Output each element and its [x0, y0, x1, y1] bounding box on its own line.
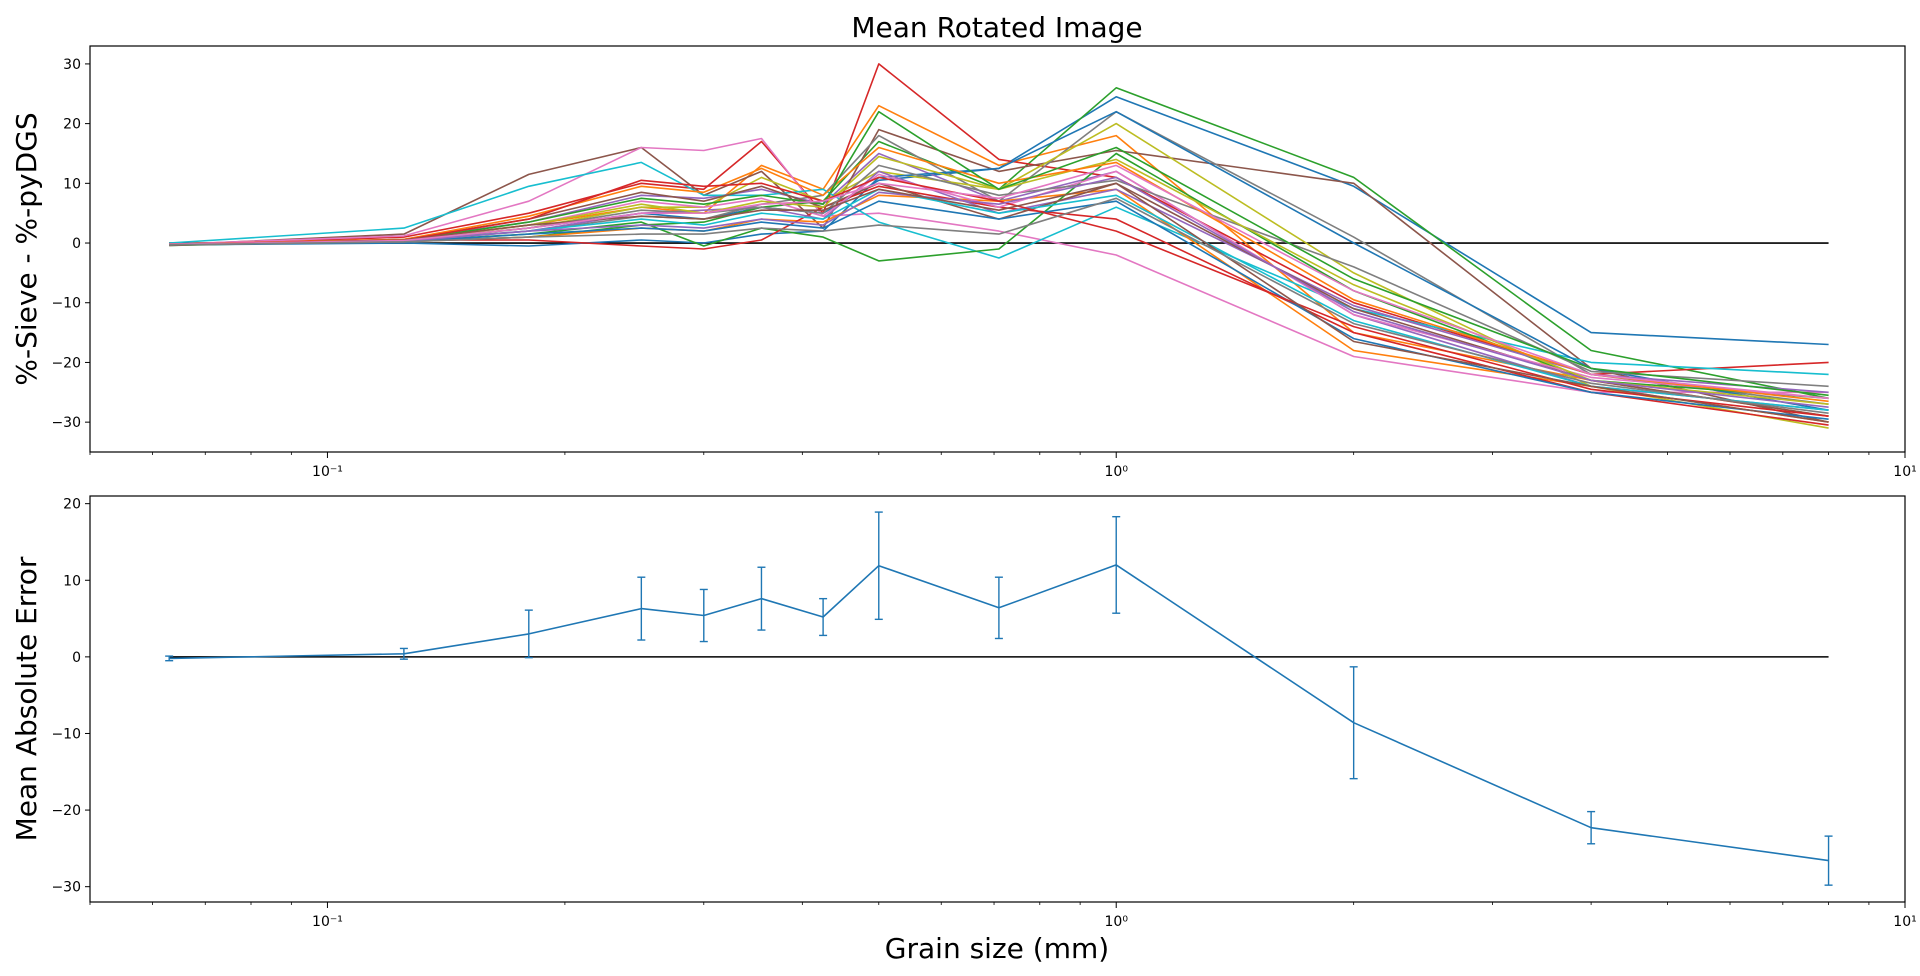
bottom-error-bar: [1349, 666, 1358, 780]
top-y-tick-label: −20: [51, 355, 81, 371]
bottom-axes-frame: [89, 495, 1906, 903]
top-series-line-27: [169, 164, 1829, 400]
top-chart-title: Mean Rotated Image: [851, 11, 1142, 44]
bottom-error-bar: [699, 588, 708, 643]
top-y-tick-label: −30: [51, 415, 81, 431]
top-y-tick-label: 0: [72, 236, 81, 252]
top-series-line-1: [169, 96, 1829, 346]
top-series-line-12: [169, 188, 1829, 423]
bottom-x-axis-label: Grain size (mm): [885, 932, 1109, 965]
bottom-y-tick-label: 20: [63, 497, 81, 513]
top-y-tick-label: 30: [63, 57, 81, 73]
bottom-error-bar: [1824, 835, 1833, 886]
bottom-error-bar: [819, 597, 828, 637]
bottom-y-tick-label: 10: [63, 573, 81, 589]
top-ticks: 30 20 10 0 −10 −20 −30 10⁻¹ 10⁰ 10¹: [51, 57, 1916, 480]
top-series-line-7: [169, 137, 1829, 394]
top-series-line-23: [169, 110, 1829, 397]
bottom-y-tick-label: 0: [72, 650, 81, 666]
top-series-line-11: [169, 110, 1829, 411]
top-series-line-26: [169, 182, 1829, 423]
top-subplot: Mean Rotated Image 30 20 10 0 −10 −20 −30 10⁻¹ 1…: [10, 11, 1917, 480]
top-plot-marks: [169, 63, 1829, 429]
bottom-error-bar: [637, 576, 646, 641]
top-series-line-28: [169, 197, 1829, 414]
bottom-y-tick-label: −30: [51, 880, 81, 896]
top-y-tick-label: −10: [51, 296, 81, 312]
top-series-line-21: [169, 200, 1829, 420]
bottom-error-bar: [994, 576, 1003, 640]
bottom-error-bar: [399, 647, 408, 660]
top-series-line-22: [169, 146, 1829, 403]
bottom-error-bar: [165, 655, 174, 662]
bottom-error-bar: [524, 609, 533, 659]
bottom-x-tick-label: 10¹: [1893, 914, 1916, 930]
top-y-axis-label: %-Sieve - %-pyDGS: [10, 112, 43, 385]
top-x-tick-label: 10¹: [1893, 464, 1916, 480]
top-x-tick-label: 10⁰: [1105, 464, 1129, 480]
bottom-subplot: 20 10 0 −10 −20 −30 10⁻¹ 10⁰ 10¹ Mean Absolute E…: [10, 495, 1917, 965]
bottom-y-tick-label: −20: [51, 803, 81, 819]
bottom-y-tick-label: −10: [51, 726, 81, 742]
top-y-tick-label: 20: [63, 117, 81, 133]
bottom-error-bar: [757, 566, 766, 631]
top-series-line-25: [169, 176, 1829, 408]
top-x-tick-label: 10⁻¹: [312, 464, 343, 480]
bottom-error-bar: [1112, 515, 1121, 614]
bottom-x-tick-label: 10⁰: [1105, 914, 1129, 930]
bottom-x-tick-label: 10⁻¹: [312, 914, 343, 930]
bottom-y-axis-label: Mean Absolute Error: [10, 556, 43, 841]
bottom-ticks: 20 10 0 −10 −20 −30 10⁻¹ 10⁰ 10¹: [51, 497, 1916, 930]
bottom-plot-marks: [165, 511, 1833, 886]
bottom-error-bar: [874, 511, 883, 621]
top-axes-frame: [89, 45, 1906, 453]
top-y-tick-label: 10: [63, 176, 81, 192]
bottom-error-bar: [1587, 810, 1596, 845]
